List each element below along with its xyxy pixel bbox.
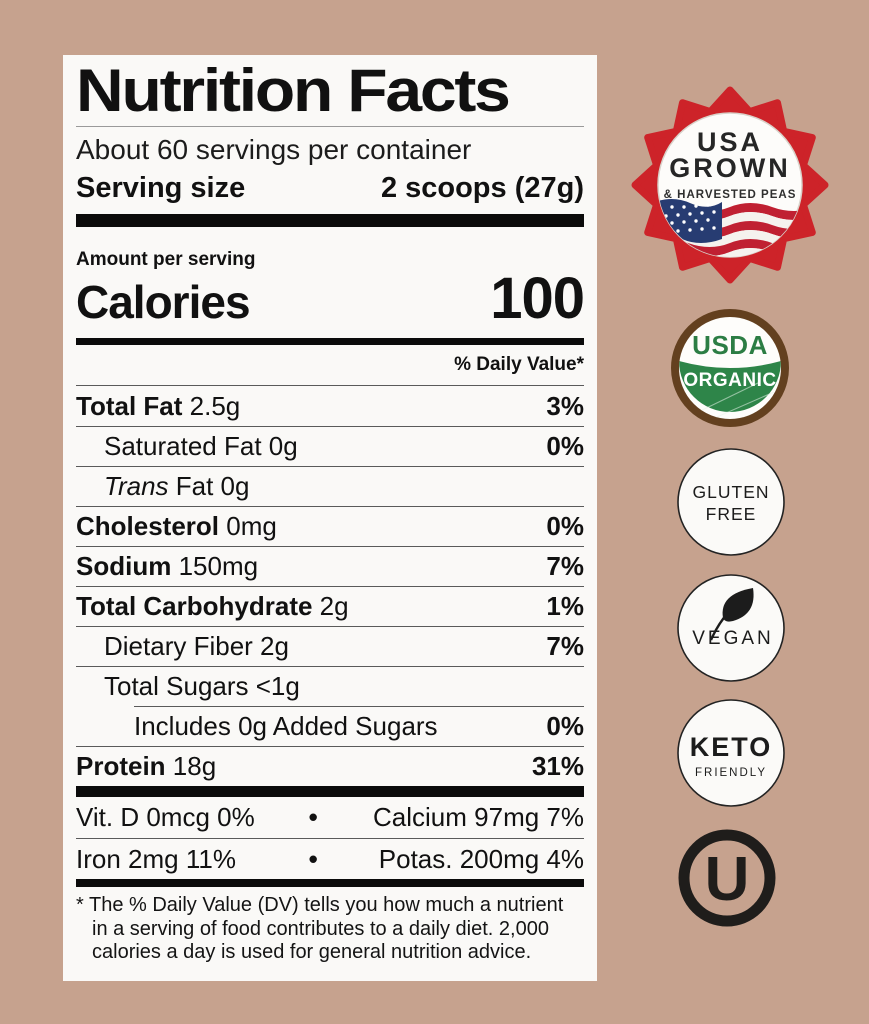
nutrient-row: Total Carbohydrate 2g 1% bbox=[76, 586, 584, 626]
nutrition-facts-label: Nutrition Facts About 60 servings per co… bbox=[63, 55, 597, 981]
nutrient-name: Total Carbohydrate 2g bbox=[76, 591, 349, 622]
micronutrient-right: Potas. 200mg 4% bbox=[378, 843, 584, 874]
micronutrient-rows: Vit. D 0mcg 0% • Calcium 97mg 7% Iron 2mg 1… bbox=[76, 797, 584, 879]
nutrient-daily-value: 31% bbox=[531, 751, 584, 782]
usda-text: USDA bbox=[692, 330, 768, 360]
grown-text: GROWN bbox=[669, 153, 790, 183]
serving-size-value: 2 scoops (27g) bbox=[380, 171, 584, 204]
usa-grown-badge: USA GROWN & HARVESTED PEAS bbox=[631, 86, 829, 284]
medium-divider-bar bbox=[76, 338, 584, 346]
title-divider bbox=[76, 126, 584, 127]
nutrient-name: Trans Fat 0g bbox=[104, 471, 250, 502]
nutrient-name: Cholesterol 0mg bbox=[76, 511, 277, 542]
organic-text: ORGANIC bbox=[683, 370, 776, 391]
bullet-separator: • bbox=[308, 802, 318, 833]
ou-ring bbox=[678, 829, 776, 927]
label-title: Nutrition Facts bbox=[76, 57, 511, 124]
gluten-free-badge: GLUTEN FREE bbox=[677, 448, 785, 556]
servings-per-container: About 60 servings per container bbox=[76, 134, 472, 165]
nutrient-row: Saturated Fat 0g 0% bbox=[76, 426, 584, 466]
nutrient-row: Total Sugars <1g bbox=[76, 666, 584, 706]
nutrient-name: Sodium 150mg bbox=[76, 551, 259, 582]
gluten-text: GLUTEN bbox=[693, 482, 770, 502]
micronutrient-left: Iron 2mg 11% bbox=[76, 843, 236, 874]
daily-value-header: % Daily Value* bbox=[76, 345, 584, 387]
keto-friendly-badge: KETO FRIENDLY bbox=[677, 699, 785, 807]
leaf-icon bbox=[709, 588, 754, 641]
micronutrient-row: Vit. D 0mcg 0% • Calcium 97mg 7% bbox=[76, 797, 584, 838]
nutrient-row: Cholesterol 0mg 0% bbox=[76, 506, 584, 546]
micronutrient-left: Vit. D 0mcg 0% bbox=[76, 802, 255, 833]
calories-label: Calories bbox=[76, 275, 251, 328]
nutrient-rows: Total Fat 2.5g 3% Saturated Fat 0g 0% Trans … bbox=[76, 386, 584, 786]
usda-green-field bbox=[679, 361, 781, 412]
usa-text: USA bbox=[697, 127, 763, 157]
micronutrient-row: Iron 2mg 11% • Potas. 200mg 4% bbox=[76, 838, 584, 879]
thick-divider-bar bbox=[76, 213, 584, 227]
nutrient-daily-value: 7% bbox=[546, 631, 584, 662]
nutrient-name: Includes 0g Added Sugars bbox=[134, 710, 438, 741]
nutrient-daily-value: 3% bbox=[546, 390, 584, 421]
nutrient-daily-value: 1% bbox=[546, 591, 584, 622]
nutrient-name: Protein 18g bbox=[76, 751, 217, 782]
nutrient-daily-value: 7% bbox=[546, 551, 584, 582]
ou-letter: U bbox=[705, 845, 750, 914]
vegan-badge: VEGAN bbox=[677, 574, 785, 682]
usda-organic-badge: USDA ORGANIC bbox=[671, 309, 789, 427]
nutrient-row: Trans Fat 0g bbox=[76, 466, 584, 506]
micronutrient-right: Calcium 97mg 7% bbox=[373, 802, 584, 833]
serving-size-row: Serving size 2 scoops (27g) bbox=[76, 172, 584, 205]
bullet-separator: • bbox=[308, 843, 318, 874]
vegan-text: VEGAN bbox=[692, 628, 774, 649]
nutrient-daily-value: 0% bbox=[546, 710, 584, 741]
keto-text: KETO bbox=[690, 732, 773, 762]
nutrient-row: Includes 0g Added Sugars 0% bbox=[76, 706, 584, 746]
serving-size-label: Serving size bbox=[76, 171, 246, 204]
nutrient-row: Sodium 150mg 7% bbox=[76, 546, 584, 586]
friendly-text: FRIENDLY bbox=[695, 767, 767, 779]
nutrient-name: Saturated Fat 0g bbox=[104, 431, 298, 462]
nutrient-daily-value: 0% bbox=[546, 511, 584, 542]
daily-value-footnote: * The % Daily Value (DV) tells you how m… bbox=[76, 894, 564, 964]
calories-row: Calories 100 bbox=[76, 265, 585, 331]
nutrient-name: Total Sugars <1g bbox=[104, 671, 300, 702]
amount-per-serving-label: Amount per serving bbox=[76, 248, 256, 270]
nutrient-name: Dietary Fiber 2g bbox=[104, 631, 289, 662]
free-text: FREE bbox=[706, 504, 757, 524]
harvested-peas-text: & HARVESTED PEAS bbox=[664, 189, 797, 201]
medium-divider-bar-2 bbox=[76, 879, 584, 888]
calories-value: 100 bbox=[490, 265, 585, 331]
nutrient-row: Total Fat 2.5g 3% bbox=[76, 386, 584, 426]
kosher-ou-badge: U bbox=[678, 829, 776, 927]
nutrient-daily-value: 0% bbox=[546, 431, 584, 462]
nutrient-row: Dietary Fiber 2g 7% bbox=[76, 626, 584, 666]
nutrient-row: Protein 18g 31% bbox=[76, 746, 584, 786]
thick-divider-bar-2 bbox=[76, 786, 584, 798]
nutrient-name: Total Fat 2.5g bbox=[76, 390, 241, 421]
